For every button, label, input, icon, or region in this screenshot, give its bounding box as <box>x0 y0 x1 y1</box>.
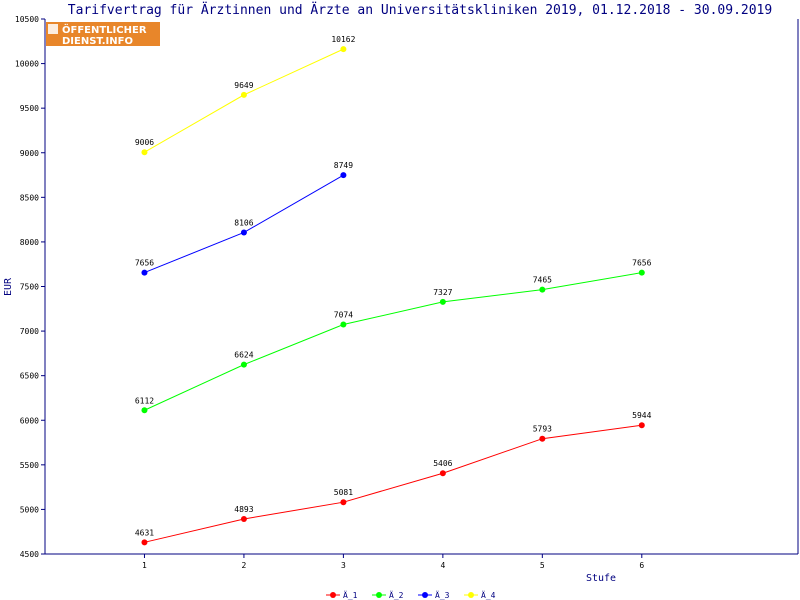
series-1: 4631 4893 5081 5406 5793 5944 <box>135 411 652 546</box>
data-point <box>240 515 247 522</box>
data-point <box>539 435 546 442</box>
logo-line-2: DIENST.INFO <box>62 36 133 47</box>
y-tick-label: 10000 <box>15 60 39 69</box>
logo-line-1: ÖFFENTLICHER <box>62 22 147 36</box>
data-label: 5081 <box>334 488 353 497</box>
y-tick-label: 10500 <box>15 15 39 24</box>
legend-swatch-point <box>468 592 474 598</box>
legend-label: Ä_1 <box>343 590 358 600</box>
data-label: 5944 <box>632 411 651 420</box>
data-point <box>340 499 347 506</box>
y-tick-label: 6000 <box>20 416 39 425</box>
data-label: 7656 <box>632 259 651 268</box>
series-line <box>144 272 642 411</box>
data-label: 5406 <box>433 459 452 468</box>
y-axis-ticks: 4500 5000 5500 6000 6500 7000 7500 8000 8500 9000… <box>15 15 45 559</box>
series-4: 9006 9649 10162 <box>135 35 356 156</box>
y-tick-label: 8000 <box>20 238 39 247</box>
legend-item: Ä_2 <box>372 590 404 600</box>
x-tick-label: 6 <box>639 561 644 570</box>
data-point <box>141 539 148 546</box>
data-label: 6624 <box>234 351 253 360</box>
legend-swatch-point <box>422 592 428 598</box>
data-label: 7465 <box>533 276 552 285</box>
data-point <box>141 149 148 156</box>
legend-swatch-point <box>376 592 382 598</box>
data-point <box>240 91 247 98</box>
data-point <box>340 321 347 328</box>
data-label: 8106 <box>234 218 253 227</box>
legend-item: Ä_3 <box>418 590 450 600</box>
data-label: 8749 <box>334 161 353 170</box>
legend-swatch-point <box>330 592 336 598</box>
x-tick-label: 4 <box>440 561 445 570</box>
y-tick-label: 6500 <box>20 372 39 381</box>
legend-item: Ä_1 <box>326 590 358 600</box>
data-point <box>638 422 645 429</box>
data-point <box>240 361 247 368</box>
data-label: 9649 <box>234 81 253 90</box>
data-point <box>141 407 148 414</box>
y-tick-label: 8500 <box>20 193 39 202</box>
chart-title: Tarifvertrag für Ärztinnen und Ärzte an … <box>68 2 772 18</box>
data-label: 6112 <box>135 396 154 405</box>
x-tick-label: 1 <box>142 561 147 570</box>
logo-background <box>46 22 160 46</box>
series-2: 6112 6624 7074 7327 7465 7656 <box>135 259 652 414</box>
data-point <box>638 269 645 276</box>
legend-label: Ä_2 <box>389 590 404 600</box>
y-tick-label: 9000 <box>20 149 39 158</box>
data-point <box>240 229 247 236</box>
legend-item: Ä_4 <box>464 590 496 600</box>
data-label: 7656 <box>135 259 154 268</box>
data-label: 4893 <box>234 505 253 514</box>
publisher-logo: ÖFFENTLICHER DIENST.INFO <box>46 22 160 47</box>
data-point <box>340 46 347 53</box>
x-tick-label: 5 <box>540 561 545 570</box>
legend: Ä_1 Ä_2 Ä_3 Ä_4 <box>326 590 496 600</box>
logo-mark <box>48 24 58 34</box>
series-line <box>144 424 642 543</box>
data-point <box>340 172 347 179</box>
x-tick-label: 3 <box>341 561 346 570</box>
series-3: 7656 8106 8749 <box>135 161 353 276</box>
data-label: 9006 <box>135 138 154 147</box>
data-point <box>539 286 546 293</box>
y-tick-label: 4500 <box>20 550 39 559</box>
y-tick-label: 5500 <box>20 461 39 470</box>
y-tick-label: 5000 <box>20 505 39 514</box>
x-tick-label: 2 <box>242 561 247 570</box>
legend-label: Ä_3 <box>435 590 450 600</box>
y-tick-label: 7000 <box>20 327 39 336</box>
data-label: 5793 <box>533 425 552 434</box>
y-tick-label: 7500 <box>20 283 39 292</box>
series-layer: 4631 4893 5081 5406 5793 5944 6112 6624 7074 7327… <box>135 35 652 546</box>
series-line <box>144 48 344 153</box>
data-label: 4631 <box>135 528 154 537</box>
data-label: 7327 <box>433 288 452 297</box>
legend-label: Ä_4 <box>481 590 496 600</box>
data-point <box>439 470 446 477</box>
x-axis-title: Stufe <box>586 573 616 584</box>
data-point <box>439 298 446 305</box>
data-label: 10162 <box>331 35 355 44</box>
y-axis-title: EUR <box>3 277 14 296</box>
y-tick-label: 9500 <box>20 104 39 113</box>
data-point <box>141 269 148 276</box>
data-label: 7074 <box>334 310 353 319</box>
x-axis-ticks: 1 2 3 4 5 6 <box>142 554 644 570</box>
